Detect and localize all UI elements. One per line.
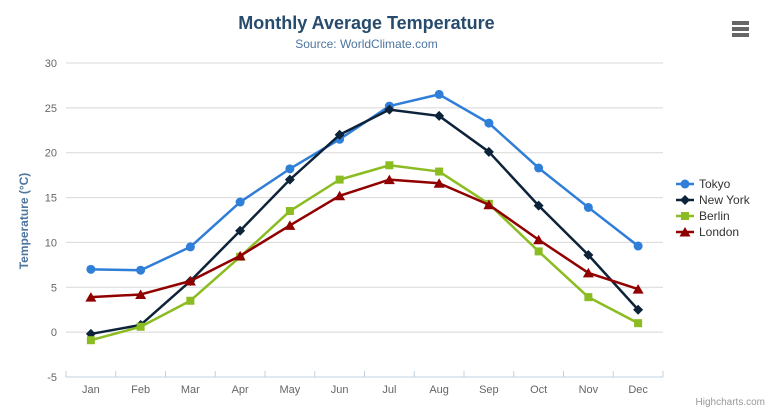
legend-item-new-york[interactable]: New York [676, 192, 750, 208]
data-point-marker[interactable] [583, 202, 593, 212]
x-axis-label: Jul [382, 384, 396, 396]
data-point-marker[interactable] [534, 247, 543, 256]
data-point-marker[interactable] [185, 242, 195, 252]
legend-item-berlin[interactable]: Berlin [676, 208, 750, 224]
legend-item-london[interactable]: London [676, 224, 750, 240]
data-point-marker[interactable] [583, 249, 594, 260]
x-axis-label: Sep [479, 384, 499, 396]
data-point-marker[interactable] [582, 267, 594, 278]
data-point-marker[interactable] [632, 284, 644, 294]
x-axis-label: Jan [82, 384, 100, 396]
data-point-marker[interactable] [235, 225, 246, 236]
data-point-marker[interactable] [86, 336, 95, 345]
data-point-marker[interactable] [533, 234, 545, 245]
data-point-marker[interactable] [184, 276, 196, 286]
series-line-berlin [89, 164, 640, 342]
data-point-marker[interactable] [483, 146, 494, 157]
data-point-marker[interactable] [633, 241, 643, 251]
data-point-marker[interactable] [85, 292, 97, 302]
data-point-marker[interactable] [433, 178, 445, 188]
legend-marker-symbol[interactable] [679, 227, 691, 237]
data-point-marker[interactable] [434, 110, 445, 121]
x-axis-label: Dec [628, 384, 648, 396]
x-axis-label: Nov [579, 384, 599, 396]
legend-marker-symbol[interactable] [681, 212, 689, 220]
data-point-marker[interactable] [235, 197, 245, 207]
y-axis-label: 0 [51, 327, 57, 339]
legend-item-label: London [699, 225, 740, 239]
y-axis-label: -5 [47, 372, 57, 384]
series-new-york [85, 104, 644, 339]
data-point-marker[interactable] [284, 220, 296, 230]
chart-title: Monthly Average Temperature [238, 13, 495, 33]
legend-item-label: New York [699, 193, 750, 207]
export-menu-button[interactable] [729, 17, 753, 41]
data-point-marker[interactable] [384, 104, 395, 115]
highcharts-credit[interactable]: Highcharts.com [695, 397, 765, 408]
data-point-marker[interactable] [284, 174, 295, 185]
data-point-marker[interactable] [136, 322, 145, 331]
data-point-marker[interactable] [484, 118, 494, 128]
data-point-marker[interactable] [533, 200, 544, 211]
y-axis-label: 5 [51, 282, 57, 294]
legend-marker-symbol[interactable] [680, 195, 690, 205]
legend-item-label: Tokyo [699, 177, 731, 191]
chart-subtitle: Source: WorldClimate.com [295, 37, 438, 51]
data-point-marker[interactable] [434, 89, 444, 99]
x-axis-label: Apr [232, 384, 249, 396]
y-axis-label: 10 [45, 237, 57, 249]
data-point-marker[interactable] [335, 175, 344, 184]
data-point-marker[interactable] [86, 264, 96, 274]
x-axis-label: Oct [530, 384, 547, 396]
series-tokyo [86, 89, 643, 275]
y-axis-label: 20 [45, 148, 57, 160]
square-legend-marker-icon [676, 212, 694, 220]
data-point-marker[interactable] [634, 319, 643, 328]
data-point-marker[interactable] [285, 164, 295, 174]
data-point-marker[interactable] [186, 296, 195, 305]
series-line-tokyo [89, 93, 640, 272]
x-axis-label: Mar [181, 384, 200, 396]
y-axis-title: Temperature (°C) [17, 172, 31, 270]
x-axis-label: Aug [429, 384, 449, 396]
legend-item-label: Berlin [699, 209, 730, 223]
data-point-marker[interactable] [285, 207, 294, 216]
legend-item-tokyo[interactable]: Tokyo [676, 176, 750, 192]
data-point-marker[interactable] [383, 174, 395, 185]
data-point-marker[interactable] [136, 265, 146, 275]
x-axis-label: Feb [131, 384, 150, 396]
data-point-marker[interactable] [334, 129, 345, 140]
x-axis-label: Jun [331, 384, 349, 396]
data-point-marker[interactable] [135, 289, 147, 299]
data-point-marker[interactable] [483, 199, 495, 210]
data-point-marker[interactable] [584, 293, 593, 302]
diamond-legend-marker-icon [676, 195, 694, 205]
legend: Tokyo New York Berlin London [676, 176, 750, 240]
data-point-marker[interactable] [534, 163, 544, 173]
triangle-legend-marker-icon [676, 227, 694, 237]
y-axis-label: 30 [45, 58, 57, 70]
hamburger-menu-icon [732, 21, 750, 37]
x-axis-label: May [279, 384, 300, 396]
series-line-london [89, 178, 640, 299]
data-point-marker[interactable] [385, 161, 394, 170]
circle-legend-marker-icon [676, 179, 694, 189]
series-london [85, 174, 644, 302]
data-point-marker[interactable] [435, 167, 444, 176]
series-line-new-york [89, 108, 640, 336]
y-axis-label: 25 [45, 103, 57, 115]
data-point-marker[interactable] [633, 304, 644, 315]
data-point-marker[interactable] [234, 250, 246, 261]
data-point-marker[interactable] [334, 190, 346, 201]
legend-marker-symbol[interactable] [680, 179, 690, 189]
y-axis-label: 15 [45, 193, 57, 205]
